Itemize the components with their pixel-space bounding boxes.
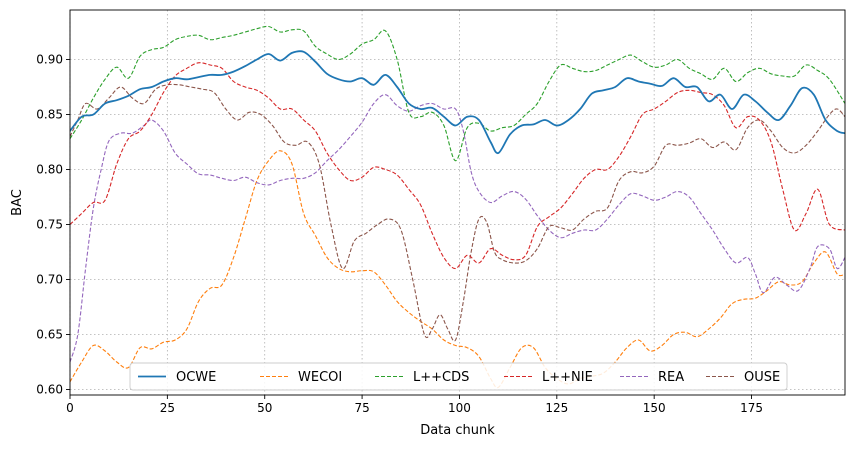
x-axis-label: Data chunk (420, 423, 495, 438)
axis-ticks: 0 25 50 75 100 125 150 175 0.60 0.65 0.70 0.75 0.80 0… (36, 53, 763, 416)
legend-box (129, 362, 788, 391)
legend-label: REA (658, 370, 684, 385)
legend-label: L++CDS (413, 370, 469, 385)
legend-label: OCWE (176, 370, 216, 385)
series-line-ocwe (70, 50, 845, 155)
y-tick-label: 0.80 (36, 163, 63, 177)
x-tick-label: 175 (740, 401, 763, 415)
series-line-wecoi (70, 150, 845, 389)
series-lines (70, 25, 845, 389)
series-line-l-nie (70, 62, 845, 270)
grid (69, 10, 845, 395)
y-tick-label: 0.70 (36, 273, 63, 287)
series-line-rea (70, 94, 845, 363)
series-line-l-cds (70, 25, 845, 162)
x-tick-label: 75 (354, 401, 369, 415)
y-tick-label: 0.75 (36, 218, 63, 232)
legend-label: L++NIE (542, 370, 593, 385)
y-tick-label: 0.85 (36, 108, 63, 122)
y-tick-label: 0.60 (36, 383, 63, 397)
plot-frame (69, 9, 846, 396)
legend: OCWE WECOI L++CDS L++NIE REA OUSE (129, 362, 788, 391)
legend-label: OUSE (744, 370, 780, 385)
y-axis-label: BAC (10, 189, 25, 216)
x-tick-label: 25 (160, 401, 175, 415)
x-tick-label: 0 (66, 401, 74, 415)
x-tick-label: 100 (448, 401, 471, 415)
series-line-ouse (70, 83, 845, 342)
y-tick-label: 0.65 (36, 328, 63, 342)
x-tick-label: 125 (545, 401, 568, 415)
x-tick-label: 150 (643, 401, 666, 415)
x-tick-label: 50 (257, 401, 272, 415)
legend-label: WECOI (298, 370, 342, 385)
y-tick-label: 0.90 (36, 53, 63, 67)
